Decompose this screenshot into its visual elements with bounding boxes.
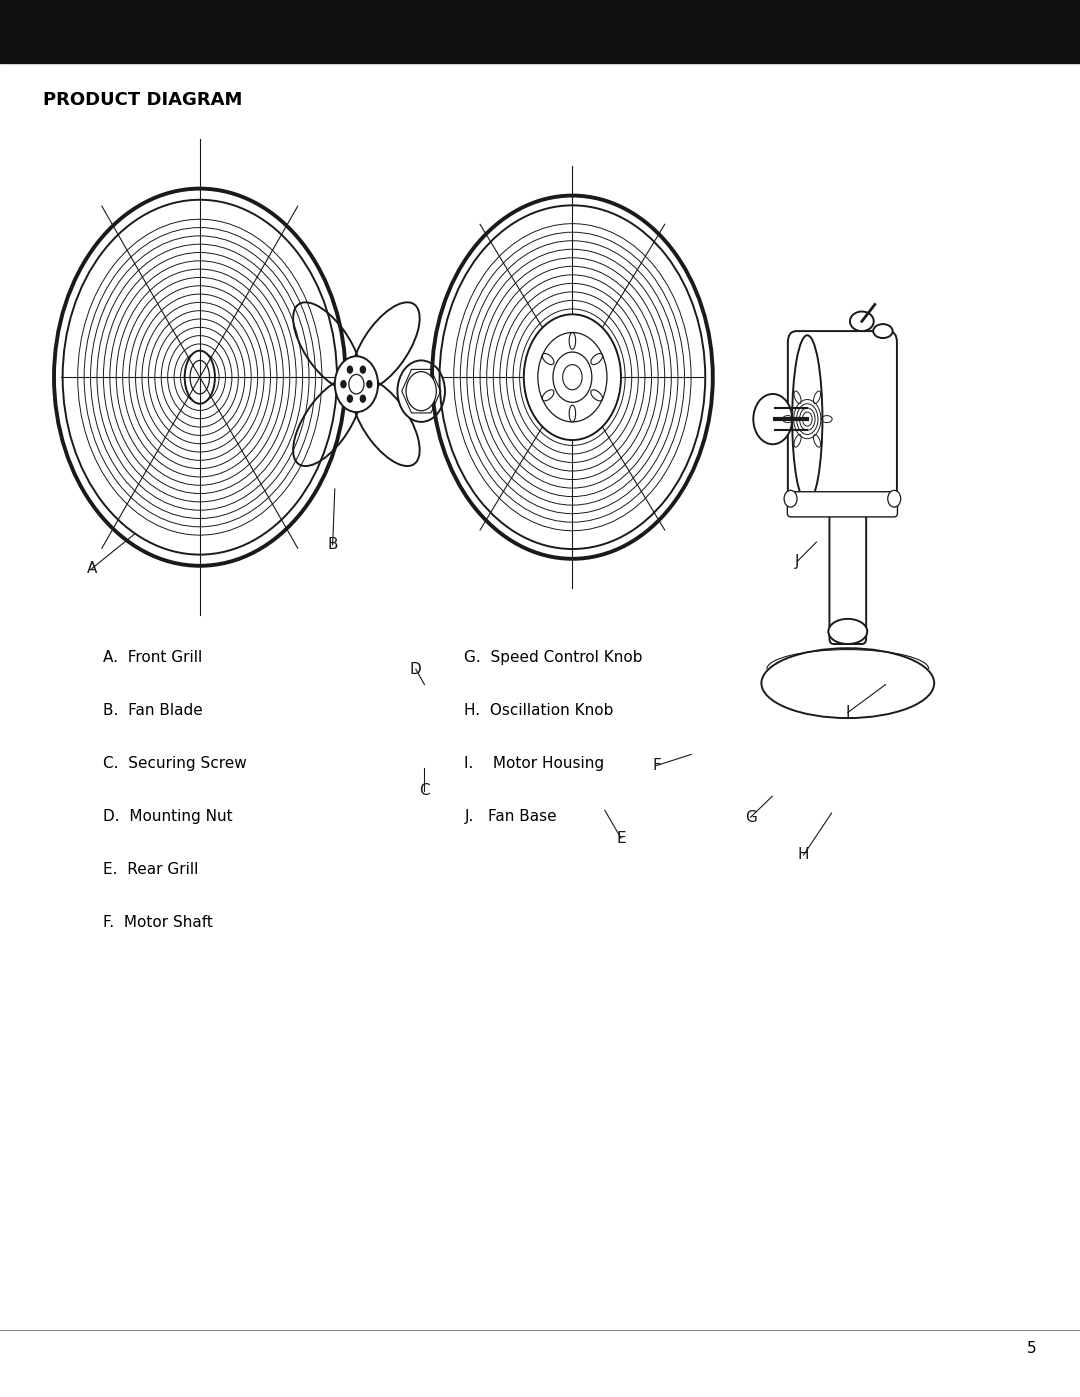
- Text: B: B: [327, 538, 338, 552]
- Circle shape: [349, 374, 364, 394]
- Text: A: A: [86, 562, 97, 576]
- Text: B.  Fan Blade: B. Fan Blade: [103, 703, 202, 718]
- Text: D.  Mounting Nut: D. Mounting Nut: [103, 809, 232, 824]
- Circle shape: [553, 352, 592, 402]
- Ellipse shape: [828, 619, 867, 644]
- FancyBboxPatch shape: [829, 507, 866, 644]
- Circle shape: [340, 380, 347, 388]
- Circle shape: [406, 372, 436, 411]
- Text: E: E: [617, 831, 625, 845]
- Text: D: D: [410, 662, 421, 676]
- Circle shape: [888, 490, 901, 507]
- Text: F.  Motor Shaft: F. Motor Shaft: [103, 915, 213, 930]
- Circle shape: [360, 366, 366, 374]
- Circle shape: [366, 380, 373, 388]
- Ellipse shape: [850, 312, 874, 331]
- Text: H: H: [798, 848, 809, 862]
- Text: PRODUCT DIAGRAM: PRODUCT DIAGRAM: [43, 91, 243, 109]
- Circle shape: [360, 394, 366, 402]
- Ellipse shape: [761, 648, 934, 718]
- Text: I.    Motor Housing: I. Motor Housing: [464, 756, 605, 771]
- Ellipse shape: [793, 335, 823, 503]
- Text: 5: 5: [1027, 1341, 1037, 1356]
- FancyBboxPatch shape: [788, 331, 897, 507]
- Circle shape: [784, 490, 797, 507]
- Text: F: F: [652, 759, 661, 773]
- Circle shape: [347, 394, 353, 402]
- Text: E.  Rear Grill: E. Rear Grill: [103, 862, 198, 877]
- Circle shape: [563, 365, 582, 390]
- Text: A.  Front Grill: A. Front Grill: [103, 650, 202, 665]
- Ellipse shape: [185, 351, 215, 404]
- Text: J: J: [795, 555, 799, 569]
- Circle shape: [538, 332, 607, 422]
- Bar: [0, 0, 1080, 63]
- Text: G.  Speed Control Knob: G. Speed Control Knob: [464, 650, 643, 665]
- Circle shape: [754, 394, 793, 444]
- Circle shape: [347, 366, 353, 374]
- Circle shape: [397, 360, 445, 422]
- Text: C.  Securing Screw: C. Securing Screw: [103, 756, 246, 771]
- FancyBboxPatch shape: [787, 492, 897, 517]
- Circle shape: [335, 356, 378, 412]
- Text: G: G: [745, 810, 756, 824]
- Circle shape: [524, 314, 621, 440]
- Text: C: C: [419, 784, 430, 798]
- Text: H.  Oscillation Knob: H. Oscillation Knob: [464, 703, 613, 718]
- Ellipse shape: [873, 324, 892, 338]
- Text: J.   Fan Base: J. Fan Base: [464, 809, 557, 824]
- Text: I: I: [846, 705, 850, 719]
